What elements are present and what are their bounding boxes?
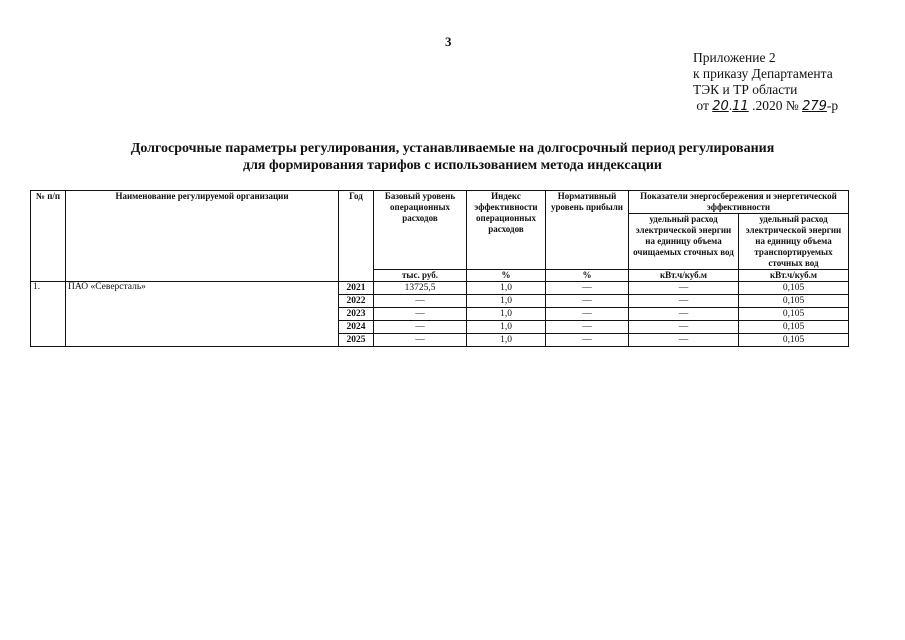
unit-energy2: кВт.ч/куб.м [738,269,849,282]
header-num: № п/п [30,190,66,282]
header-norm: Нормативный уровень прибыли [545,190,629,270]
cell-norm: — [545,320,629,334]
parameters-table: № п/п Наименование регулируемой организа… [30,190,849,347]
cell-year: 2022 [338,294,374,308]
cell-index: 1,0 [466,281,546,295]
header-year: Год [338,190,374,282]
cell-index: 1,0 [466,320,546,334]
cell-base: — [373,307,467,321]
appendix-line2: к приказу Департамента [693,66,833,81]
title-line1: Долгосрочные параметры регулирования, ус… [130,141,775,156]
org-num: 1. [30,281,66,347]
cell-base: — [373,294,467,308]
order-year: .2020 № [752,98,799,113]
cell-base: 13725,5 [373,281,467,295]
handwritten-number: 279 [802,99,827,114]
appendix-block: Приложение 2 к приказу Департамента ТЭК … [693,50,838,115]
cell-norm: — [545,333,629,347]
unit-norm: % [545,269,629,282]
date-prefix: от [696,98,709,113]
handwritten-month: 11 [732,99,749,114]
cell-energy2: 0,105 [738,294,849,308]
cell-energy2: 0,105 [738,320,849,334]
cell-norm: — [545,307,629,321]
cell-energy1: — [628,333,739,347]
cell-energy2: 0,105 [738,281,849,295]
order-suffix: -р [826,98,839,113]
unit-base: тыс. руб. [373,269,467,282]
header-energy1: удельный расход электрической энергии на… [628,213,739,270]
cell-year: 2024 [338,320,374,334]
cell-energy2: 0,105 [738,333,849,347]
cell-norm: — [545,281,629,295]
cell-index: 1,0 [466,307,546,321]
header-base: Базовый уровень операционных расходов [373,190,467,270]
header-energy2: удельный расход электрической энергии на… [738,213,849,270]
appendix-line3: ТЭК и ТР области [693,82,798,97]
handwritten-day: 20 [712,99,729,114]
page-number: 3 [445,34,452,49]
cell-energy2: 0,105 [738,307,849,321]
cell-base: — [373,333,467,347]
appendix-line1: Приложение 2 [693,50,776,65]
unit-energy1: кВт.ч/куб.м [628,269,739,282]
cell-year: 2025 [338,333,374,347]
table-row: 2024 — 1,0 — — 0,105 [31,320,849,334]
order-date-line: от 20.11 .2020 № 279-р [696,98,839,114]
cell-year: 2023 [338,307,374,321]
cell-index: 1,0 [466,333,546,347]
header-index: Индекс эффективности операционных расход… [466,190,546,270]
cell-base: — [373,320,467,334]
cell-energy1: — [628,320,739,334]
table-row: 2025 — 1,0 — — 0,105 [31,333,849,347]
table-row: 2023 — 1,0 — — 0,105 [31,307,849,321]
cell-index: 1,0 [466,294,546,308]
cell-energy1: — [628,281,739,295]
header-name: Наименование регулируемой организации [65,190,339,282]
cell-energy1: — [628,294,739,308]
document-title: Долгосрочные параметры регулирования, ус… [0,140,905,174]
cell-year: 2021 [338,281,374,295]
table-row: 1. ПАО «Северсталь» 2021 13725,5 1,0 — —… [30,281,849,347]
cell-energy1: — [628,307,739,321]
title-line2: для формирования тарифов с использование… [242,158,662,173]
cell-norm: — [545,294,629,308]
org-name: ПАО «Северсталь» [65,281,339,347]
unit-index: % [466,269,546,282]
header-energy-group: Показатели энергосбережения и энергетиче… [628,190,849,214]
